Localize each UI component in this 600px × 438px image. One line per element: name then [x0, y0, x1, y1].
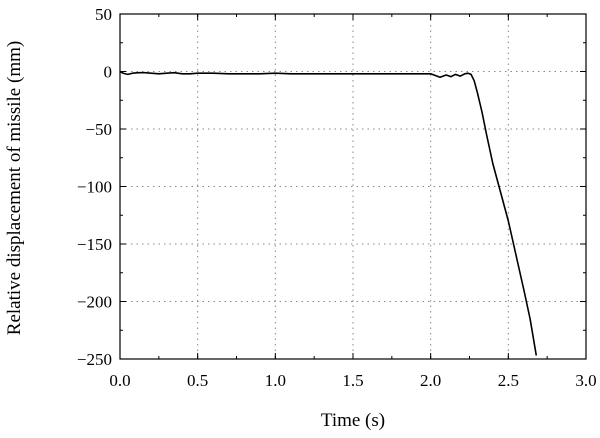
y-tick-label: −50 — [85, 120, 112, 139]
y-tick-label: 0 — [104, 63, 113, 82]
x-axis-label: Time (s) — [321, 410, 385, 431]
plot-frame — [119, 13, 587, 360]
x-tick-label: 0.0 — [109, 371, 130, 390]
gridlines — [120, 14, 586, 359]
y-tick-label: −250 — [77, 350, 112, 369]
y-axis-label: Relative displacement of missile (mm) — [4, 41, 25, 335]
series-line-0 — [119, 70, 538, 356]
x-tick-labels: 0.0 0.5 1.0 1.5 2.0 2.5 3.0 — [109, 371, 596, 390]
y-tick-label: 50 — [95, 5, 112, 24]
x-tick-label: 1.0 — [265, 371, 286, 390]
y-tick-label: −150 — [77, 235, 112, 254]
y-tick-label: −100 — [77, 178, 112, 197]
x-tick-label: 0.5 — [187, 371, 208, 390]
series-layer — [119, 70, 538, 356]
y-tick-labels: 50 0 −50 −100 −150 −200 −250 — [77, 5, 112, 369]
x-tick-label: 2.0 — [420, 371, 441, 390]
x-tick-label: 3.0 — [575, 371, 596, 390]
x-tick-label: 2.5 — [498, 371, 519, 390]
x-tick-label: 1.5 — [342, 371, 363, 390]
y-tick-label: −200 — [77, 293, 112, 312]
